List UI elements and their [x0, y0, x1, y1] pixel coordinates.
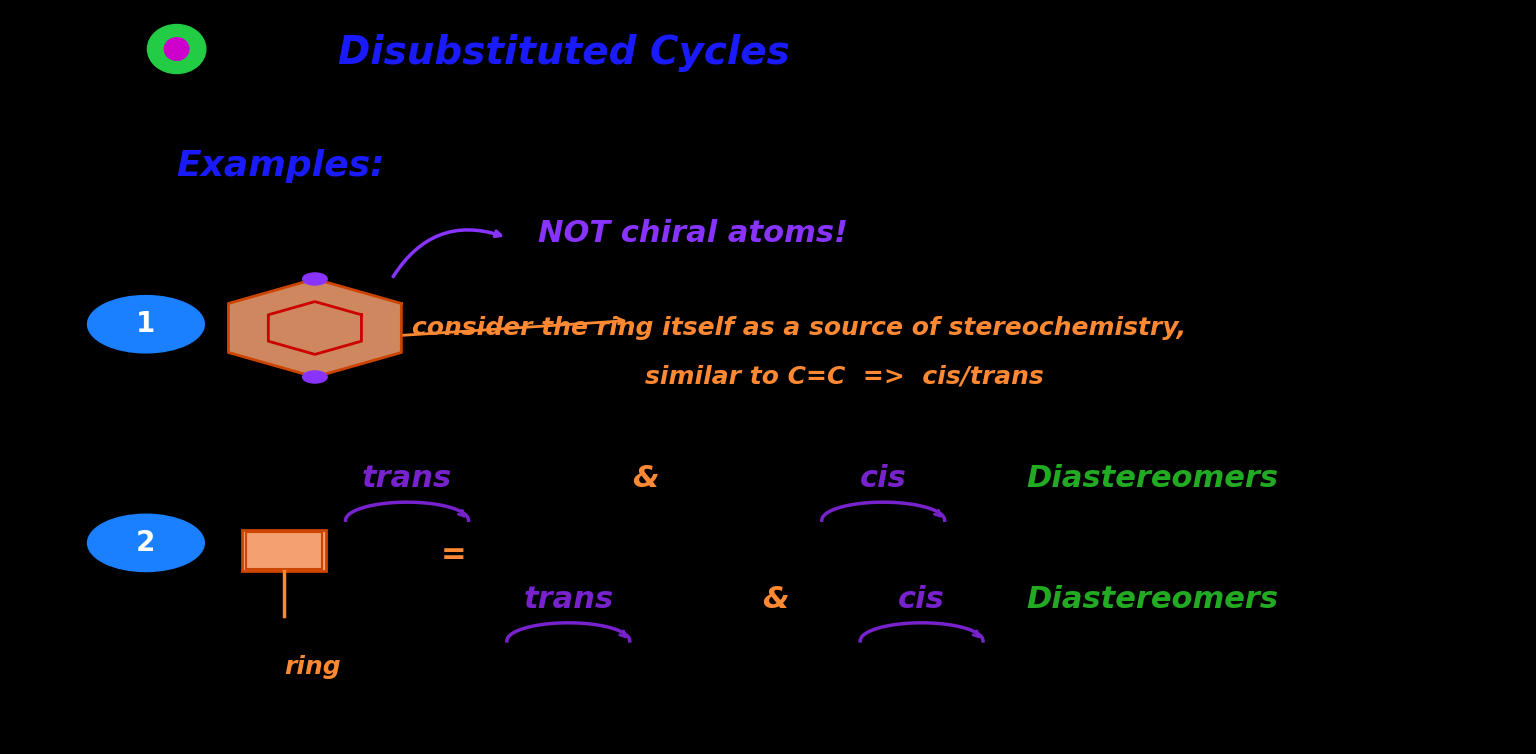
Text: cis: cis	[899, 585, 945, 614]
Polygon shape	[229, 279, 401, 377]
Text: NOT chiral atoms!: NOT chiral atoms!	[538, 219, 848, 248]
Text: Diastereomers: Diastereomers	[1026, 464, 1278, 493]
Text: 1: 1	[137, 310, 155, 339]
Text: consider the ring itself as a source of stereochemistry,: consider the ring itself as a source of …	[412, 316, 1186, 340]
Text: trans: trans	[362, 464, 452, 493]
Text: trans: trans	[524, 585, 613, 614]
FancyBboxPatch shape	[243, 529, 326, 572]
Ellipse shape	[147, 25, 206, 74]
Circle shape	[303, 371, 327, 383]
Text: 2: 2	[137, 529, 155, 557]
Text: Diastereomers: Diastereomers	[1026, 585, 1278, 614]
Text: cis: cis	[860, 464, 906, 493]
Text: &: &	[762, 585, 790, 614]
Circle shape	[88, 514, 204, 572]
Circle shape	[303, 273, 327, 285]
Circle shape	[88, 296, 204, 353]
Text: Examples:: Examples:	[177, 149, 386, 183]
Text: Disubstituted Cycles: Disubstituted Cycles	[338, 34, 790, 72]
Ellipse shape	[164, 38, 189, 60]
Text: &: &	[631, 464, 659, 493]
Text: ring: ring	[284, 655, 341, 679]
Text: =: =	[441, 540, 465, 569]
Text: similar to C=C  =>  cis/trans: similar to C=C => cis/trans	[645, 365, 1044, 389]
